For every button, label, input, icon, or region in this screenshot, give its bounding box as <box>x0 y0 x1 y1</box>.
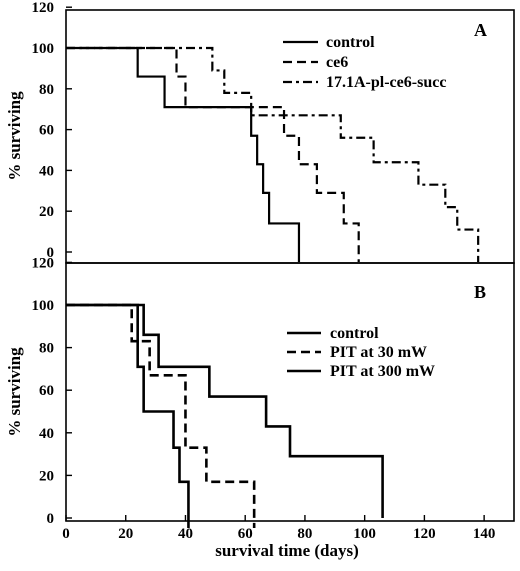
x-tick-label: 20 <box>118 526 133 542</box>
panel-a-label: A <box>474 20 487 40</box>
y-tick-label: 20 <box>39 468 54 484</box>
legend-label: 17.1A-pl-ce6-succ <box>326 74 446 91</box>
legend-label: ce6 <box>326 54 348 71</box>
x-tick-label: 40 <box>178 526 193 542</box>
y-tick-label: 100 <box>32 298 55 314</box>
x-tick-label: 80 <box>297 526 312 542</box>
legend-label: PIT at 300 mW <box>330 363 435 380</box>
panel-b-label: B <box>474 282 486 302</box>
y-tick-label: 20 <box>39 204 54 220</box>
x-tick-label: 0 <box>62 526 70 542</box>
series-line-1 <box>66 303 190 528</box>
x-tick-label: 60 <box>238 526 253 542</box>
panel-b-y-ticks: 0 20 40 60 80 100 120 <box>32 255 72 527</box>
y-tick-label: 80 <box>39 341 54 357</box>
panel-b-x-ticks: 0 20 40 60 80 100 120 140 <box>62 515 495 542</box>
y-tick-label: 120 <box>32 255 55 271</box>
y-tick-label: 100 <box>32 41 55 57</box>
y-tick-label: 0 <box>47 245 55 261</box>
x-tick-label: 100 <box>353 526 376 542</box>
y-tick-label: 0 <box>47 511 55 527</box>
panel-a-legend: control ce6 17.1A-pl-ce6-succ <box>283 34 446 91</box>
panel-a-y-ticks: 0 20 40 60 80 100 120 <box>32 0 72 261</box>
panel-a-series <box>66 46 480 262</box>
legend-label: control <box>326 34 375 51</box>
y-tick-label: 60 <box>39 383 54 399</box>
panel-b: B % surviving survival time (days) 0 20 40… <box>5 255 515 560</box>
x-tick-label: 120 <box>413 526 436 542</box>
panel-b-x-axis-title: survival time (days) <box>215 541 359 560</box>
y-tick-label: 80 <box>39 82 54 98</box>
legend-label: PIT at 30 mW <box>330 344 427 361</box>
y-tick-label: 60 <box>39 123 54 139</box>
panel-b-y-axis-title: % surviving <box>5 347 24 437</box>
panel-a-y-axis-title: % surviving <box>5 91 24 181</box>
series-line-3 <box>66 303 384 518</box>
panel-b-frame <box>65 262 515 522</box>
series-line-3 <box>66 46 480 262</box>
series-line-1 <box>66 46 301 262</box>
panel-b-legend: control PIT at 30 mW PIT at 300 mW <box>287 325 435 380</box>
panel-a: A % surviving 0 20 40 60 80 100 120 control ce6… <box>5 0 515 264</box>
y-tick-label: 40 <box>39 163 54 179</box>
series-line-2 <box>66 303 256 528</box>
y-tick-label: 120 <box>32 0 55 16</box>
panel-b-series <box>66 303 384 528</box>
series-line-2 <box>66 46 360 262</box>
x-tick-label: 140 <box>473 526 496 542</box>
legend-label: control <box>330 325 379 342</box>
y-tick-label: 40 <box>39 426 54 442</box>
